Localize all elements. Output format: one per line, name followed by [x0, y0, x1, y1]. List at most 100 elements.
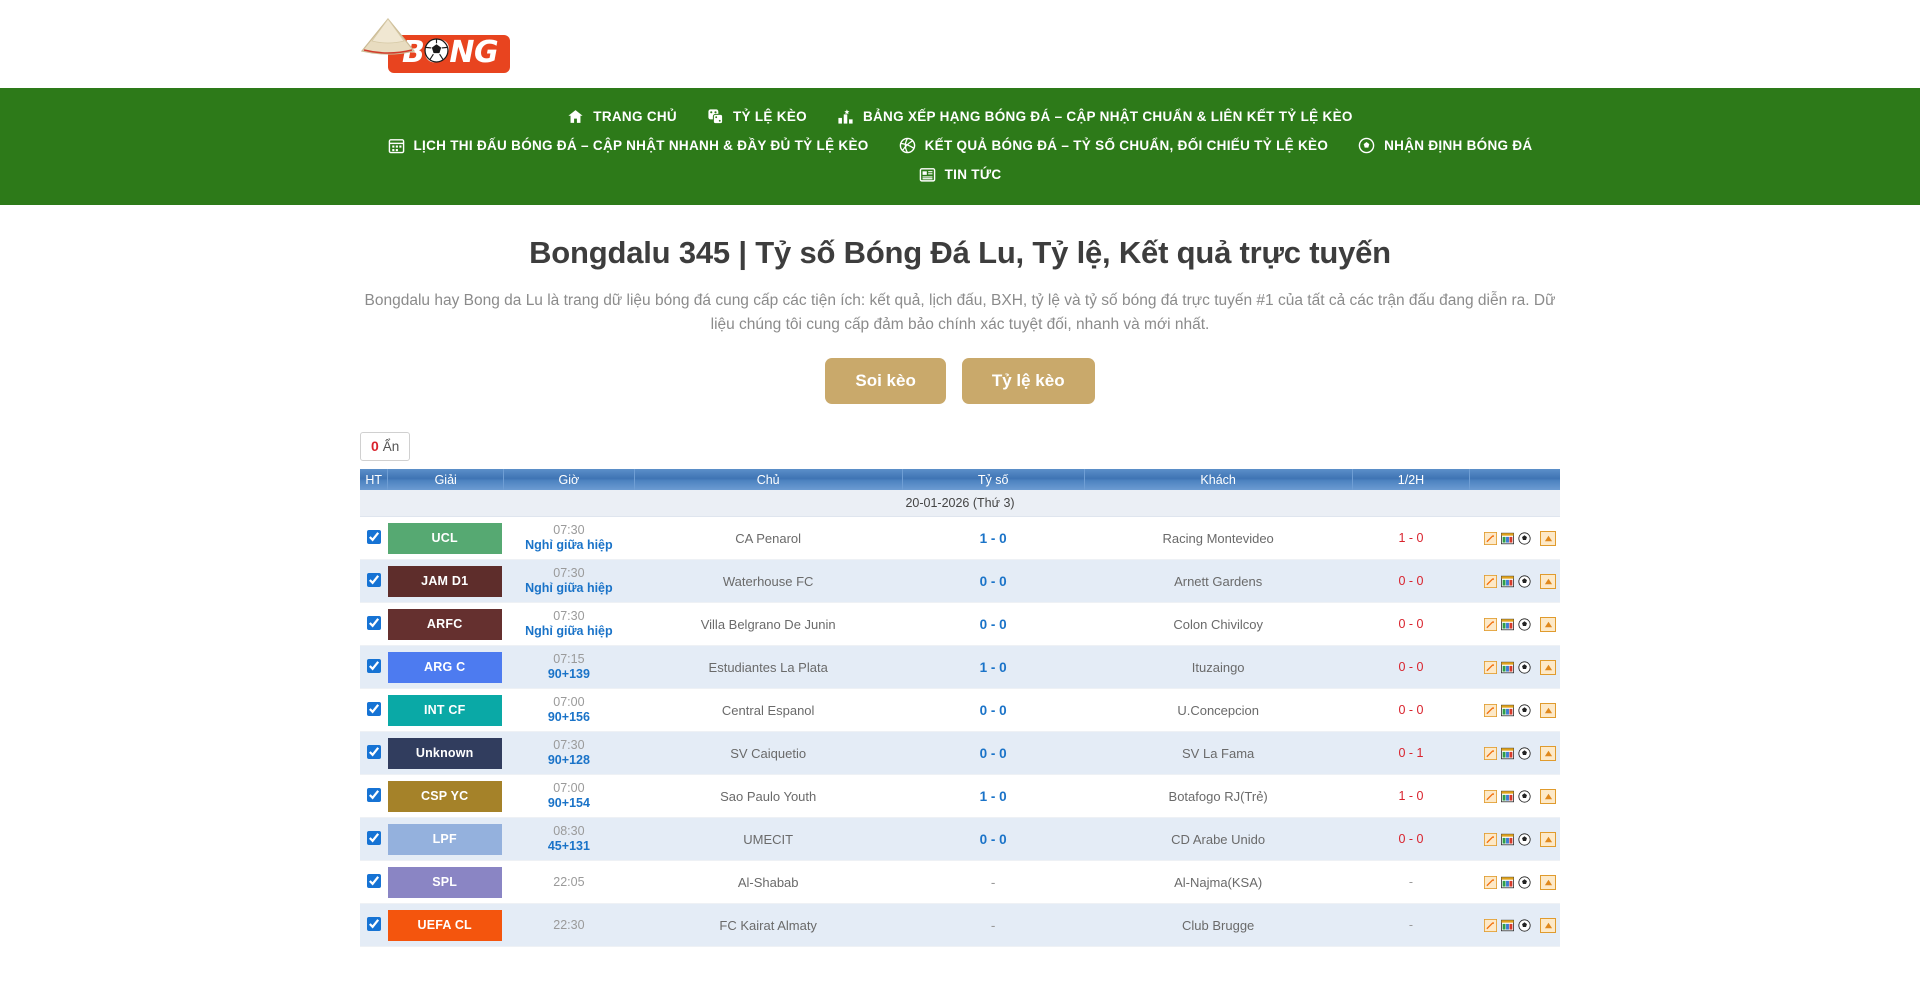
scoreboard-icon[interactable] [1501, 833, 1514, 846]
collapse-icon[interactable] [1540, 616, 1556, 632]
site-logo[interactable]: BONG [352, 13, 511, 75]
league-badge[interactable]: LPF [387, 823, 502, 855]
ty-le-keo-button[interactable]: Tỷ lệ kèo [961, 358, 1095, 405]
nav-item-ty-le-keo[interactable]: TỶ LỆ KÈO [707, 108, 807, 125]
score-cell[interactable]: 0 - 0 [902, 688, 1085, 733]
collapse-icon[interactable] [1540, 831, 1556, 847]
scoreboard-icon[interactable] [1501, 747, 1514, 760]
table-row[interactable]: CSP YC 07:00 90+154 Sao Paulo Youth 1 - 0 Bot… [360, 774, 1560, 819]
analysis-icon[interactable] [1484, 660, 1497, 674]
table-row[interactable]: INT CF 07:00 90+156 Central Espanol 0 - 0 U.C… [360, 688, 1560, 733]
nav-item-bang-xep-hang[interactable]: BẢNG XẾP HẠNG BÓNG ĐÁ – CẬP NHẬT CHUẨN &… [837, 108, 1353, 125]
scoreboard-icon[interactable] [1501, 876, 1514, 889]
row-select-cell[interactable] [360, 602, 388, 647]
nav-item-tin-tuc[interactable]: TIN TỨC [919, 166, 1002, 183]
nav-item-trang-chu[interactable]: TRANG CHỦ [567, 108, 677, 125]
row-select-cell[interactable] [360, 688, 388, 733]
league-badge[interactable]: INT CF [387, 694, 502, 726]
nav-item-ket-qua[interactable]: KẾT QUẢ BÓNG ĐÁ – TỶ SỐ CHUẨN, ĐỐI CHIẾU… [899, 137, 1329, 154]
soccer-ball-icon[interactable] [1518, 704, 1531, 717]
collapse-icon[interactable] [1540, 917, 1556, 933]
score-cell[interactable]: 0 - 0 [902, 817, 1085, 862]
scoreboard-icon[interactable] [1501, 661, 1514, 674]
league-cell[interactable]: Unknown [387, 731, 504, 776]
league-cell[interactable]: ARFC [387, 602, 504, 647]
soccer-ball-icon[interactable] [1518, 532, 1531, 545]
row-select-cell[interactable] [360, 516, 388, 561]
league-badge[interactable]: SPL [387, 866, 502, 898]
th-half[interactable]: 1/2H [1352, 469, 1471, 491]
away-team[interactable]: Botafogo RJ(Trẻ) [1084, 774, 1353, 819]
score-cell[interactable]: 1 - 0 [902, 774, 1085, 819]
home-team[interactable]: Central Espanol [634, 688, 903, 733]
analysis-icon[interactable] [1484, 832, 1497, 846]
collapse-icon[interactable] [1540, 659, 1556, 675]
league-badge[interactable]: Unknown [387, 737, 502, 769]
row-checkbox[interactable] [366, 916, 381, 931]
nav-item-nhan-dinh[interactable]: NHẬN ĐỊNH BÓNG ĐÁ [1358, 137, 1532, 154]
soi-keo-button[interactable]: Soi kèo [825, 358, 946, 405]
scoreboard-icon[interactable] [1501, 532, 1514, 545]
row-select-cell[interactable] [360, 774, 388, 819]
home-team[interactable]: Villa Belgrano De Junin [634, 602, 903, 647]
th-giai[interactable]: Giải [387, 469, 505, 491]
away-team[interactable]: SV La Fama [1084, 731, 1353, 776]
home-team[interactable]: Estudiantes La Plata [634, 645, 903, 690]
league-badge[interactable]: CSP YC [387, 780, 502, 812]
league-badge[interactable]: UEFA CL [387, 909, 502, 941]
analysis-icon[interactable] [1484, 918, 1497, 932]
score-cell[interactable]: 1 - 0 [902, 645, 1085, 690]
league-badge[interactable]: JAM D1 [387, 565, 502, 597]
table-row[interactable]: ARG C 07:15 90+139 Estudiantes La Plata 1 - … [360, 645, 1560, 690]
table-row[interactable]: ARFC 07:30 Nghỉ giữa hiệp Villa Belgrano De… [360, 602, 1560, 647]
hide-matches-button[interactable]: 0 Ẩn [360, 432, 411, 462]
th-ty-so[interactable]: Tỷ số [902, 469, 1085, 491]
league-badge[interactable]: UCL [387, 522, 502, 554]
score-cell[interactable]: 0 - 0 [902, 602, 1085, 647]
soccer-ball-icon[interactable] [1518, 919, 1531, 932]
analysis-icon[interactable] [1484, 789, 1497, 803]
analysis-icon[interactable] [1484, 746, 1497, 760]
table-row[interactable]: UEFA CL 22:30 FC Kairat Almaty - Club Brugge… [360, 903, 1560, 948]
collapse-icon[interactable] [1540, 530, 1556, 546]
analysis-icon[interactable] [1484, 574, 1497, 588]
collapse-icon[interactable] [1540, 573, 1556, 589]
scoreboard-icon[interactable] [1501, 790, 1514, 803]
row-checkbox[interactable] [366, 701, 381, 716]
table-row[interactable]: Unknown 07:30 90+128 SV Caiquetio 0 - 0 SV La… [360, 731, 1560, 776]
row-select-cell[interactable] [360, 731, 388, 776]
row-select-cell[interactable] [360, 817, 388, 862]
away-team[interactable]: CD Arabe Unido [1084, 817, 1353, 862]
row-checkbox[interactable] [366, 830, 381, 845]
row-select-cell[interactable] [360, 903, 388, 948]
league-cell[interactable]: INT CF [387, 688, 504, 733]
league-cell[interactable]: UCL [387, 516, 504, 561]
nav-item-lich-thi-dau[interactable]: LỊCH THI ĐẤU BÓNG ĐÁ – CẬP NHẬT NHANH & … [388, 137, 869, 154]
row-checkbox[interactable] [366, 744, 381, 759]
collapse-icon[interactable] [1540, 745, 1556, 761]
th-ht[interactable]: HT [360, 469, 389, 491]
league-cell[interactable]: UEFA CL [387, 903, 504, 948]
away-team[interactable]: U.Concepcion [1084, 688, 1353, 733]
soccer-ball-icon[interactable] [1518, 575, 1531, 588]
scoreboard-icon[interactable] [1501, 575, 1514, 588]
score-cell[interactable]: 1 - 0 [902, 516, 1085, 561]
home-team[interactable]: CA Penarol [634, 516, 903, 561]
home-team[interactable]: FC Kairat Almaty [634, 903, 903, 948]
soccer-ball-icon[interactable] [1518, 661, 1531, 674]
home-team[interactable]: SV Caiquetio [634, 731, 903, 776]
collapse-icon[interactable] [1540, 788, 1556, 804]
league-cell[interactable]: SPL [387, 860, 504, 905]
score-cell[interactable]: - [902, 860, 1085, 905]
table-row[interactable]: LPF 08:30 45+131 UMECIT 0 - 0 CD Arabe Unido 0… [360, 817, 1560, 862]
scoreboard-icon[interactable] [1501, 919, 1514, 932]
home-team[interactable]: Waterhouse FC [634, 559, 903, 604]
table-row[interactable]: JAM D1 07:30 Nghỉ giữa hiệp Waterhouse FC 0 … [360, 559, 1560, 604]
soccer-ball-icon[interactable] [1518, 833, 1531, 846]
home-team[interactable]: Sao Paulo Youth [634, 774, 903, 819]
th-gio[interactable]: Giờ [503, 469, 635, 491]
scoreboard-icon[interactable] [1501, 704, 1514, 717]
away-team[interactable]: Colon Chivilcoy [1084, 602, 1353, 647]
soccer-ball-icon[interactable] [1518, 747, 1531, 760]
row-checkbox[interactable] [366, 787, 381, 802]
